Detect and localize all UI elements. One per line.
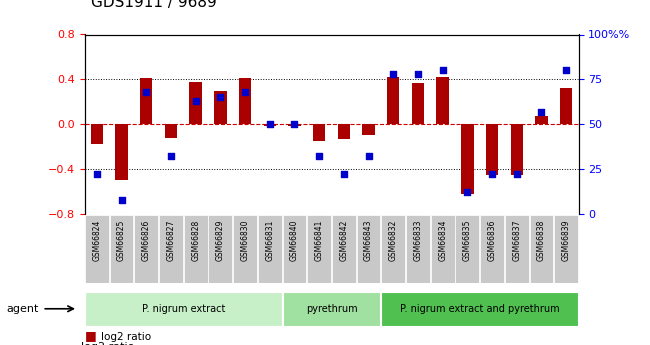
Bar [264, 124, 276, 126]
Text: GSM66834: GSM66834 [438, 219, 447, 261]
FancyBboxPatch shape [382, 293, 578, 326]
Point [92, 172, 102, 177]
Text: GSM66838: GSM66838 [537, 219, 546, 261]
Text: GSM66829: GSM66829 [216, 219, 225, 261]
Text: ■: ■ [65, 342, 78, 345]
Text: pyrethrum: pyrethrum [306, 304, 358, 314]
Text: GSM66825: GSM66825 [117, 219, 126, 261]
Text: log2 ratio: log2 ratio [101, 332, 151, 342]
Bar [90, 124, 103, 144]
Text: P. nigrum extract and pyrethrum: P. nigrum extract and pyrethrum [400, 304, 560, 314]
Text: GSM66843: GSM66843 [364, 219, 373, 261]
FancyBboxPatch shape [431, 215, 454, 283]
Point [215, 95, 226, 100]
FancyBboxPatch shape [135, 215, 158, 283]
FancyBboxPatch shape [258, 215, 281, 283]
Bar [511, 124, 523, 175]
FancyBboxPatch shape [406, 215, 430, 283]
Text: GSM66835: GSM66835 [463, 219, 472, 261]
FancyBboxPatch shape [159, 215, 183, 283]
Text: GDS1911 / 9689: GDS1911 / 9689 [91, 0, 216, 10]
Text: GSM66836: GSM66836 [488, 219, 497, 261]
FancyBboxPatch shape [530, 215, 553, 283]
Point [240, 89, 250, 95]
FancyBboxPatch shape [332, 215, 356, 283]
FancyBboxPatch shape [554, 215, 578, 283]
Point [536, 109, 547, 115]
FancyBboxPatch shape [209, 215, 232, 283]
Point [141, 89, 151, 95]
Point [487, 172, 497, 177]
Bar [140, 78, 152, 124]
Bar [387, 77, 400, 124]
FancyBboxPatch shape [382, 215, 405, 283]
FancyBboxPatch shape [357, 215, 380, 283]
Text: log2 ratio: log2 ratio [81, 342, 134, 345]
FancyBboxPatch shape [480, 215, 504, 283]
Bar [338, 124, 350, 139]
Text: GSM66828: GSM66828 [191, 219, 200, 261]
Point [561, 68, 571, 73]
Text: GSM66832: GSM66832 [389, 219, 398, 261]
Point [339, 172, 349, 177]
FancyBboxPatch shape [110, 215, 133, 283]
Bar [239, 78, 251, 124]
Text: ■: ■ [84, 328, 96, 342]
Bar [462, 124, 474, 194]
FancyBboxPatch shape [307, 215, 331, 283]
FancyBboxPatch shape [456, 215, 479, 283]
FancyBboxPatch shape [184, 215, 207, 283]
Bar [165, 124, 177, 138]
Point [462, 190, 473, 195]
FancyBboxPatch shape [85, 215, 109, 283]
FancyBboxPatch shape [233, 215, 257, 283]
Point [314, 154, 324, 159]
Bar [486, 124, 499, 175]
Bar [437, 77, 449, 124]
Text: GSM66831: GSM66831 [265, 219, 274, 261]
Point [437, 68, 448, 73]
Text: GSM66824: GSM66824 [92, 219, 101, 261]
Bar [363, 124, 374, 135]
Text: GSM66837: GSM66837 [512, 219, 521, 261]
Text: GSM66842: GSM66842 [339, 219, 348, 261]
Bar [116, 124, 127, 180]
Text: GSM66827: GSM66827 [166, 219, 176, 261]
Point [363, 154, 374, 159]
Text: GSM66833: GSM66833 [413, 219, 423, 261]
Text: GSM66839: GSM66839 [562, 219, 571, 261]
Bar [214, 90, 227, 124]
Point [512, 172, 522, 177]
Text: GSM66826: GSM66826 [142, 219, 151, 261]
FancyBboxPatch shape [283, 215, 306, 283]
Text: GSM66830: GSM66830 [240, 219, 250, 261]
Point [289, 121, 300, 127]
Point [265, 121, 275, 127]
Bar [536, 116, 548, 124]
Point [388, 71, 398, 77]
Bar [190, 81, 202, 124]
Text: P. nigrum extract: P. nigrum extract [142, 304, 225, 314]
Point [166, 154, 176, 159]
FancyBboxPatch shape [283, 293, 380, 326]
Bar [560, 88, 573, 124]
Point [413, 71, 423, 77]
FancyBboxPatch shape [85, 293, 281, 326]
Text: GSM66841: GSM66841 [315, 219, 324, 261]
Text: agent: agent [6, 304, 39, 314]
FancyBboxPatch shape [505, 215, 528, 283]
Bar [313, 124, 326, 141]
Point [116, 197, 127, 202]
Bar [288, 124, 300, 126]
Point [190, 98, 201, 104]
Bar [412, 83, 424, 124]
Text: GSM66840: GSM66840 [290, 219, 299, 261]
